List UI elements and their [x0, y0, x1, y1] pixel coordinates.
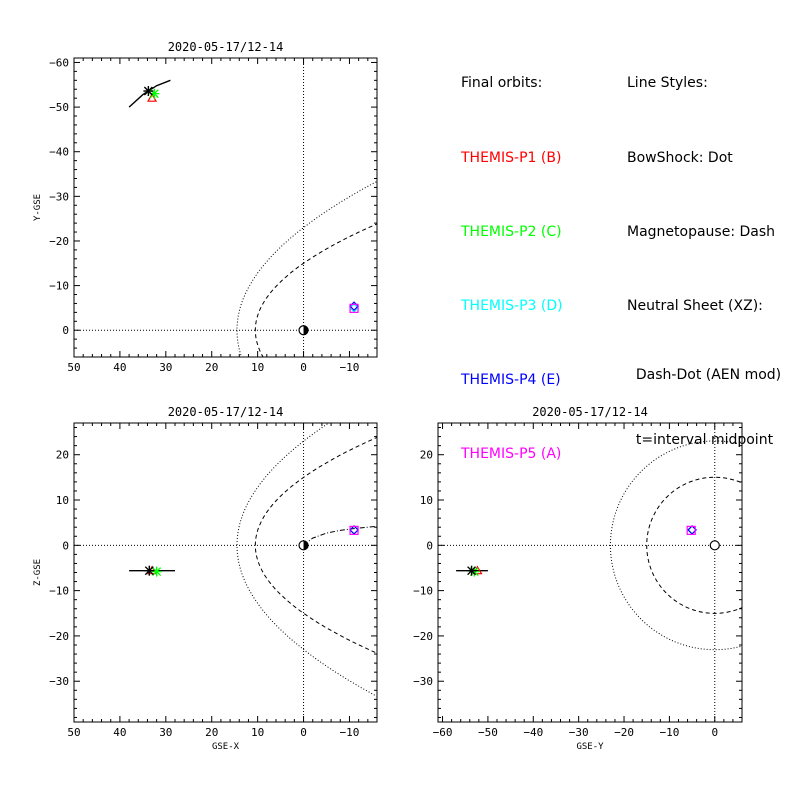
square-marker — [349, 525, 359, 535]
panel-xz: 2020-05-17/12-14 50 40 30 20 10 0 −10 20 10 0 −10 −2… — [33, 405, 378, 752]
orbits-legend: Final orbits: THEMIS-P1 (B) THEMIS-P2 (C… — [461, 22, 563, 491]
y-tick-label: 0 — [62, 539, 69, 552]
orbits-legend-header: Final orbits: — [461, 75, 543, 92]
neutral-sheet-curve — [303, 525, 377, 546]
track-end-marker — [144, 565, 155, 576]
x-tick-label: −10 — [340, 361, 360, 374]
plot-frame — [73, 422, 378, 723]
probe-marker-p4 — [349, 525, 359, 535]
y-tick-label: 20 — [420, 449, 433, 462]
y-tick-label: −60 — [49, 56, 69, 69]
line-style-item: Magnetopause: Dash — [627, 223, 776, 240]
y-tick-label: −20 — [413, 630, 433, 643]
probe-marker-p2 — [151, 566, 162, 577]
y-tick-label: 10 — [420, 494, 433, 507]
x-tick-label: 10 — [251, 726, 264, 739]
y-tick-label: −20 — [49, 630, 69, 643]
legend-item-p4: THEMIS-P4 (E) — [461, 371, 561, 388]
x-tick-label: −20 — [614, 726, 634, 739]
magnetopause-curve — [254, 436, 377, 654]
asterisk-marker-stroke — [143, 86, 153, 96]
panel-plot-area — [74, 423, 377, 722]
x-tick-label: 50 — [67, 361, 80, 374]
plot-frame — [73, 57, 378, 358]
x-tick-label: 50 — [67, 726, 80, 739]
earth-night-side — [303, 325, 309, 335]
y-tick-label: 0 — [62, 324, 69, 337]
y-tick-label: −50 — [49, 101, 69, 114]
x-tick-label: 30 — [159, 726, 172, 739]
x-tick-label: 20 — [205, 361, 218, 374]
y-tick-label: 10 — [56, 494, 69, 507]
y-axis-label: Y-GSE — [33, 194, 43, 221]
y-tick-label: 0 — [426, 539, 433, 552]
track-end-marker — [143, 86, 154, 97]
y-tick-label: −10 — [413, 585, 433, 598]
x-tick-label: −30 — [569, 726, 589, 739]
y-tick-label: −30 — [49, 675, 69, 688]
track-end-marker — [466, 565, 477, 576]
panel-xy: 2020-05-17/12-14 50 40 30 20 10 0 −10 0 −10 −20 −30… — [33, 40, 378, 374]
y-tick-label: 20 — [56, 449, 69, 462]
square-marker — [686, 525, 696, 535]
probe-marker-p5 — [686, 525, 696, 535]
bow-shock-curve — [236, 180, 377, 357]
line-styles-header: Line Styles: — [627, 75, 708, 92]
legend-item-p5: THEMIS-P5 (A) — [461, 445, 562, 462]
y-axis-label: Z-GSE — [33, 559, 43, 586]
plot-title: 2020-05-17/12-14 — [168, 405, 284, 419]
line-style-item: t=interval midpoint — [627, 431, 774, 448]
diamond-marker — [349, 525, 359, 535]
x-tick-label: −50 — [478, 726, 498, 739]
x-axis-label: GSE-Y — [576, 742, 604, 752]
plot-title: 2020-05-17/12-14 — [532, 405, 648, 419]
y-tick-label: −10 — [49, 585, 69, 598]
earth-night-side — [303, 540, 309, 550]
probe-marker-p5 — [349, 303, 359, 313]
x-tick-label: −60 — [433, 726, 453, 739]
magnetopause-curve — [254, 223, 377, 357]
x-tick-label: 40 — [113, 361, 126, 374]
asterisk-marker-stroke — [467, 566, 477, 576]
y-tick-label: −30 — [49, 190, 69, 203]
x-tick-label: 0 — [711, 726, 718, 739]
y-tick-label: −20 — [49, 235, 69, 248]
magnetopause-curve — [646, 476, 742, 614]
plot-title: 2020-05-17/12-14 — [168, 40, 284, 54]
x-tick-label: −10 — [340, 726, 360, 739]
x-tick-label: 40 — [113, 726, 126, 739]
x-tick-label: 20 — [205, 726, 218, 739]
line-style-item: BowShock: Dot — [627, 149, 733, 166]
y-tick-label: −40 — [49, 146, 69, 159]
x-tick-label: 10 — [251, 361, 264, 374]
line-style-item: Neutral Sheet (XZ): — [627, 297, 763, 314]
earth-icon — [709, 540, 720, 551]
diamond-marker — [349, 525, 359, 535]
x-axis-label: GSE-X — [212, 742, 240, 752]
line-style-item: Dash-Dot (AEN mod) — [627, 366, 782, 383]
square-marker — [349, 303, 359, 313]
panel-yz: 2020-05-17/12-14 −60 −50 −40 −30 −20 −10 0 20 10 0… — [413, 405, 743, 752]
probe-marker-p5 — [349, 525, 359, 535]
x-tick-label: 30 — [159, 361, 172, 374]
y-tick-label: −10 — [49, 280, 69, 293]
asterisk-marker-stroke — [144, 566, 154, 576]
legend-item-p3: THEMIS-P3 (D) — [461, 297, 563, 314]
y-tick-label: −30 — [413, 675, 433, 688]
legend-item-p2: THEMIS-P2 (C) — [461, 223, 562, 240]
line-styles-legend: Line Styles: BowShock: Dot Magnetopause:… — [627, 22, 781, 477]
legend-item-p1: THEMIS-P1 (B) — [461, 149, 562, 166]
x-tick-label: 0 — [300, 361, 307, 374]
x-tick-label: −10 — [659, 726, 679, 739]
probe-marker-p3 — [349, 525, 359, 535]
asterisk-marker-stroke — [149, 89, 159, 99]
bow-shock-curve — [609, 440, 742, 651]
x-tick-label: 0 — [300, 726, 307, 739]
asterisk-marker-stroke — [152, 567, 162, 577]
x-tick-label: −40 — [523, 726, 543, 739]
